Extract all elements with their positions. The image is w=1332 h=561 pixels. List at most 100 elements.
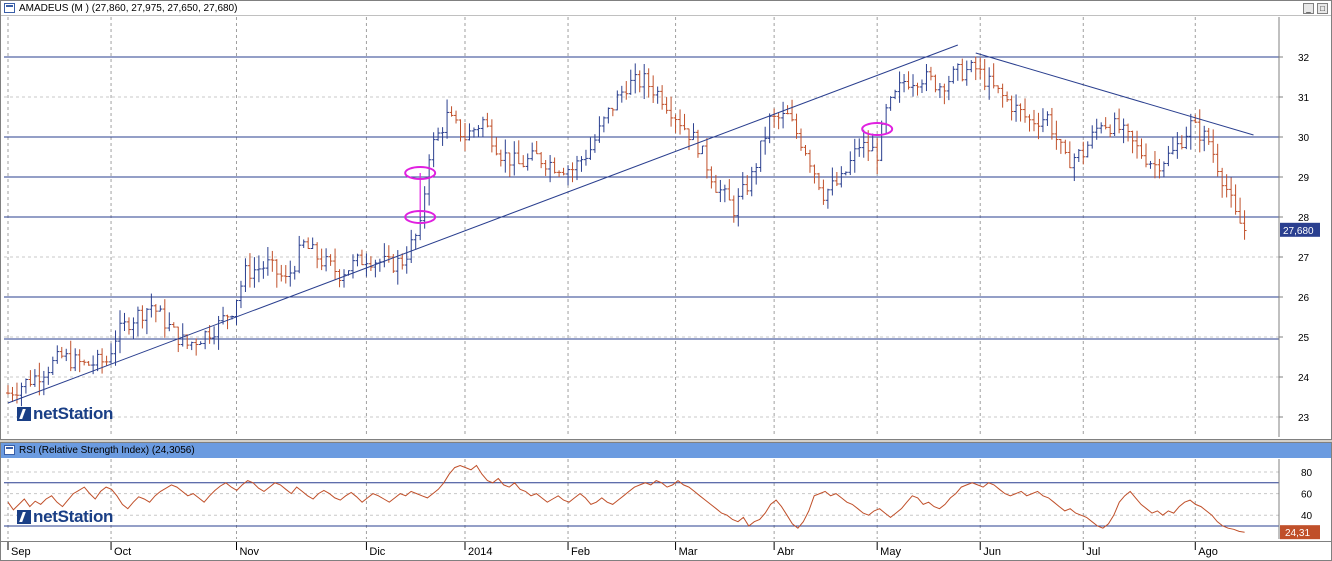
price-tick-label-30: 30 bbox=[1298, 133, 1310, 144]
price-bar bbox=[368, 256, 373, 271]
price-bar bbox=[10, 386, 15, 403]
price-bar bbox=[270, 250, 275, 272]
price-bar bbox=[445, 99, 450, 139]
price-bar bbox=[1000, 83, 1005, 108]
price-bar bbox=[539, 152, 544, 169]
price-bar bbox=[534, 141, 539, 155]
price-bar bbox=[530, 142, 535, 161]
price-bar bbox=[462, 122, 467, 152]
price-bar bbox=[601, 116, 606, 133]
price-bar bbox=[23, 378, 28, 394]
price-bar bbox=[740, 172, 745, 200]
price-bar bbox=[1014, 94, 1019, 122]
price-bar bbox=[247, 253, 252, 288]
maximize-button[interactable]: □ bbox=[1317, 3, 1328, 14]
price-bar bbox=[579, 156, 584, 172]
price-bar bbox=[59, 346, 64, 359]
last-price-label: 27,680 bbox=[1283, 226, 1314, 237]
price-bar bbox=[1242, 210, 1247, 240]
price-bar bbox=[574, 155, 579, 181]
price-bar bbox=[897, 71, 902, 103]
price-bar bbox=[126, 317, 131, 335]
price-bar bbox=[525, 153, 530, 171]
price-tick-label-29: 29 bbox=[1298, 173, 1310, 184]
price-bar bbox=[32, 369, 37, 387]
price-bar bbox=[678, 109, 683, 135]
price-bar bbox=[153, 304, 158, 323]
price-bar bbox=[839, 166, 844, 188]
price-bar bbox=[754, 163, 759, 185]
price-bar bbox=[848, 151, 853, 176]
price-bar bbox=[1143, 143, 1148, 168]
price-bar bbox=[821, 179, 826, 205]
netstation-logo-icon bbox=[17, 510, 31, 524]
price-bar bbox=[624, 81, 629, 100]
month-label-9: Jun bbox=[983, 546, 1001, 558]
price-bar bbox=[377, 258, 382, 272]
price-bar bbox=[319, 248, 324, 271]
price-bar bbox=[843, 171, 848, 176]
price-bar bbox=[583, 149, 588, 166]
price-bar bbox=[167, 312, 172, 332]
price-bar bbox=[364, 253, 369, 277]
price-bar bbox=[1031, 109, 1036, 132]
price-bar bbox=[1224, 174, 1229, 198]
price-bar bbox=[471, 127, 476, 138]
price-bar bbox=[794, 113, 799, 139]
price-tick-label-27: 27 bbox=[1298, 253, 1310, 264]
price-bar bbox=[140, 305, 145, 329]
rsi-chart[interactable]: 40 60 80 24,31 bbox=[1, 443, 1331, 541]
price-bar bbox=[1130, 130, 1135, 154]
price-bar bbox=[1126, 123, 1131, 142]
price-bar bbox=[373, 259, 378, 278]
price-chart-titlebar: AMADEUS (M ) (27,860, 27,975, 27,650, 27… bbox=[1, 1, 1331, 16]
price-bar bbox=[1188, 113, 1193, 150]
price-bar bbox=[713, 174, 718, 193]
price-bar bbox=[727, 179, 732, 201]
price-bar bbox=[1152, 151, 1157, 179]
price-bar bbox=[1067, 141, 1072, 169]
price-bar bbox=[1112, 112, 1117, 136]
rsi-series-line bbox=[7, 464, 1245, 533]
price-bar bbox=[570, 162, 575, 183]
price-bar bbox=[731, 195, 736, 223]
price-chart[interactable]: 23 24 25 26 27 28 29 30 31 32 27,680 bbox=[1, 1, 1331, 439]
price-bar bbox=[252, 257, 257, 288]
price-bar bbox=[722, 184, 727, 203]
price-bar bbox=[413, 233, 418, 250]
price-bar bbox=[704, 138, 709, 179]
chart-window-icon[interactable] bbox=[4, 3, 15, 13]
price-bar bbox=[772, 108, 777, 128]
price-bar bbox=[135, 306, 140, 337]
price-bar bbox=[144, 308, 149, 335]
price-bar bbox=[767, 113, 772, 144]
price-bar bbox=[1018, 103, 1023, 122]
price-bar bbox=[642, 64, 647, 100]
rsi-window-icon[interactable] bbox=[4, 445, 15, 455]
minimize-button[interactable]: _ bbox=[1303, 3, 1314, 14]
price-bar bbox=[893, 89, 898, 100]
rsi-chart-panel: RSI (Relative Strength Index) (24,3056) … bbox=[0, 442, 1332, 542]
price-bar bbox=[382, 243, 387, 268]
price-bar bbox=[95, 349, 100, 372]
price-bar bbox=[1233, 184, 1238, 215]
price-bar bbox=[866, 130, 871, 162]
price-bar bbox=[118, 310, 123, 354]
price-bar bbox=[996, 85, 1001, 94]
price-bar bbox=[180, 323, 185, 347]
price-bar bbox=[189, 341, 194, 351]
price-bar bbox=[799, 128, 804, 151]
price-bar bbox=[955, 63, 960, 81]
price-bar bbox=[1211, 129, 1216, 163]
price-bar bbox=[283, 265, 288, 284]
price-bar bbox=[937, 83, 942, 99]
price-bar bbox=[781, 101, 786, 129]
price-bar bbox=[458, 119, 463, 142]
price-bar bbox=[1076, 149, 1081, 162]
price-bar bbox=[1229, 177, 1234, 208]
price-bar bbox=[238, 280, 243, 309]
price-bar bbox=[1058, 139, 1063, 154]
price-bar bbox=[422, 186, 427, 229]
month-label-6: Mar bbox=[679, 546, 698, 558]
price-tick-label-31: 31 bbox=[1298, 93, 1310, 104]
